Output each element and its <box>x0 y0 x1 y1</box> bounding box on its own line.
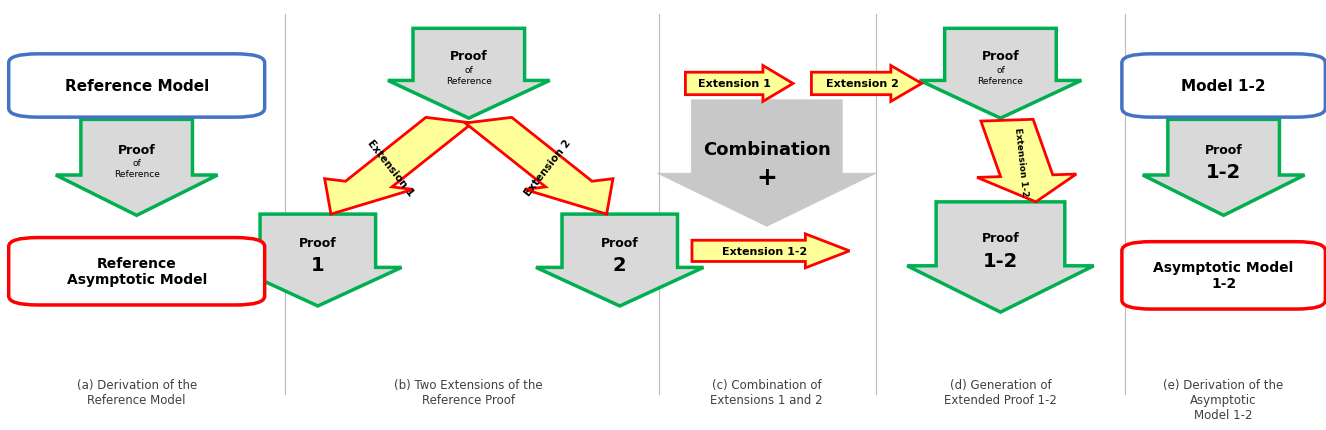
FancyBboxPatch shape <box>1122 55 1326 118</box>
Text: Proof: Proof <box>118 144 155 157</box>
Polygon shape <box>692 234 850 268</box>
Text: Proof: Proof <box>981 50 1020 63</box>
Text: Extension 2: Extension 2 <box>826 79 899 89</box>
Polygon shape <box>919 29 1082 119</box>
Text: Extension 2: Extension 2 <box>522 138 573 198</box>
Text: Extension 1-2: Extension 1-2 <box>1013 127 1029 197</box>
Text: Combination: Combination <box>703 141 830 158</box>
Text: Model 1-2: Model 1-2 <box>1181 79 1266 94</box>
Polygon shape <box>658 101 876 227</box>
Polygon shape <box>56 120 217 216</box>
Text: 1: 1 <box>312 256 325 275</box>
FancyBboxPatch shape <box>9 55 265 118</box>
Polygon shape <box>907 203 1094 312</box>
Text: of
Reference: of Reference <box>114 159 159 178</box>
Text: 2: 2 <box>613 256 627 275</box>
Text: of
Reference: of Reference <box>446 66 492 86</box>
Text: Reference Model: Reference Model <box>65 79 208 94</box>
Polygon shape <box>389 29 550 119</box>
Text: of
Reference: of Reference <box>977 66 1024 86</box>
Polygon shape <box>686 66 793 102</box>
Text: Proof: Proof <box>1205 144 1242 157</box>
Text: Extension 1-2: Extension 1-2 <box>721 246 808 256</box>
Text: Asymptotic Model
1-2: Asymptotic Model 1-2 <box>1154 261 1294 291</box>
Text: Reference
Asymptotic Model: Reference Asymptotic Model <box>66 257 207 287</box>
Text: 1-2: 1-2 <box>983 251 1018 270</box>
Polygon shape <box>977 120 1077 203</box>
Text: 1-2: 1-2 <box>1207 163 1241 182</box>
Polygon shape <box>812 66 922 102</box>
Text: Extension 1: Extension 1 <box>699 79 772 89</box>
FancyBboxPatch shape <box>9 238 265 305</box>
Polygon shape <box>235 215 402 306</box>
Text: Extension 1: Extension 1 <box>365 138 415 198</box>
Text: (d) Generation of
Extended Proof 1-2: (d) Generation of Extended Proof 1-2 <box>944 378 1057 406</box>
Text: (a) Derivation of the
Reference Model: (a) Derivation of the Reference Model <box>77 378 196 406</box>
Text: Proof: Proof <box>450 50 488 63</box>
Polygon shape <box>325 118 472 215</box>
Text: Proof: Proof <box>981 232 1020 245</box>
Text: Proof: Proof <box>601 237 639 249</box>
Polygon shape <box>1143 120 1305 216</box>
Text: +: + <box>756 166 777 190</box>
Polygon shape <box>465 118 613 215</box>
Polygon shape <box>536 215 704 306</box>
Text: (b) Two Extensions of the
Reference Proof: (b) Two Extensions of the Reference Proo… <box>395 378 544 406</box>
Text: (e) Derivation of the
Asymptotic
Model 1-2: (e) Derivation of the Asymptotic Model 1… <box>1163 378 1284 421</box>
Text: Proof: Proof <box>298 237 337 249</box>
Text: (c) Combination of
Extensions 1 and 2: (c) Combination of Extensions 1 and 2 <box>711 378 823 406</box>
FancyBboxPatch shape <box>1122 242 1326 309</box>
